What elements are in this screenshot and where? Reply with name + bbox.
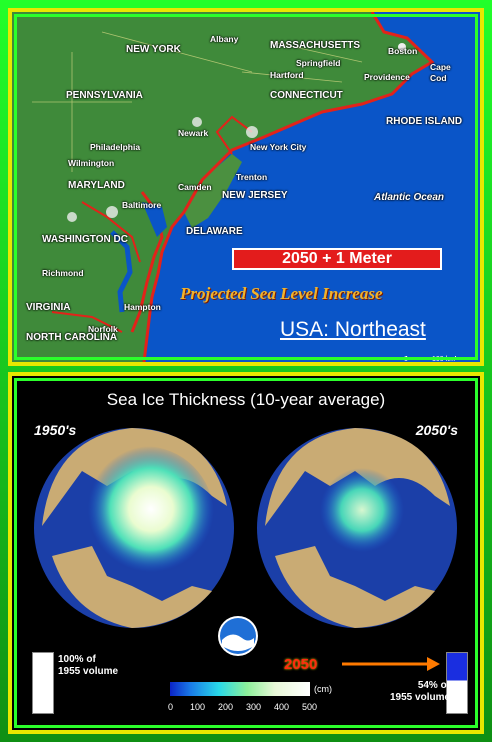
arrow-head bbox=[427, 657, 440, 671]
map-graphic bbox=[12, 12, 480, 362]
label-atlantic-ocean: Atlantic Ocean bbox=[374, 192, 445, 203]
label-new-york: NEW YORK bbox=[126, 44, 181, 55]
label-wilmington: Wilmington bbox=[68, 158, 115, 168]
label-delaware: DELAWARE bbox=[186, 226, 243, 237]
label-boston: Boston bbox=[388, 46, 418, 56]
label-hampton: Hampton bbox=[124, 302, 161, 312]
label-north-carolina: NORTH CAROLINA bbox=[26, 332, 118, 343]
sea-level-subtitle: Projected Sea Level Increase bbox=[180, 284, 383, 303]
right-volume-label: 54% of 1955 volume bbox=[390, 680, 451, 703]
sea-level-map-panel: NEW YORK Albany MASSACHUSETTS Boston Spr… bbox=[8, 8, 484, 366]
label-camden: Camden bbox=[178, 182, 212, 192]
label-newark: Newark bbox=[178, 128, 209, 138]
sea-ice-panel: Sea Ice Thickness (10-year average) 1950… bbox=[8, 372, 484, 734]
label-philadelphia: Philadelphia bbox=[90, 142, 141, 152]
sea-level-headline: 2050 + 1 Meter bbox=[232, 248, 442, 270]
right-globe bbox=[257, 428, 457, 628]
label-norfolk: Norfolk bbox=[88, 324, 118, 334]
colorbar-tick-100: 100 bbox=[190, 702, 206, 712]
year-2050: 2050 bbox=[284, 656, 318, 673]
label-baltimore: Baltimore bbox=[122, 200, 162, 210]
colorbar-tick-500: 500 bbox=[302, 702, 318, 712]
label-new-jersey: NEW JERSEY bbox=[222, 190, 288, 201]
right-volume-swatch bbox=[446, 652, 468, 714]
label-virginia: VIRGINIA bbox=[26, 302, 71, 313]
left-globe bbox=[34, 428, 234, 628]
label-providence: Providence bbox=[364, 72, 410, 82]
left-volume-label: 100% of 1955 volume bbox=[58, 654, 119, 677]
label-maryland: MARYLAND bbox=[68, 180, 125, 191]
label-trenton: Trenton bbox=[236, 172, 268, 182]
label-rhode-island: RHODE ISLAND bbox=[386, 116, 463, 127]
noaa-logo-icon bbox=[220, 618, 256, 654]
label-massachusetts: MASSACHUSETTS bbox=[270, 40, 361, 51]
label-albany: Albany bbox=[210, 34, 239, 44]
colorbar-tick-400: 400 bbox=[274, 702, 290, 712]
label-richmond: Richmond bbox=[42, 268, 84, 278]
label-pennsylvania: PENNSYLVANIA bbox=[66, 90, 143, 101]
right-decade: 2050's bbox=[415, 422, 458, 438]
label-hartford: Hartford bbox=[270, 70, 304, 80]
ice-title: Sea Ice Thickness (10-year average) bbox=[106, 390, 386, 409]
label-springfield: Springfield bbox=[296, 58, 341, 68]
label-cape-cod: Cape Cod bbox=[430, 62, 451, 83]
colorbar bbox=[170, 682, 310, 696]
ice-globes bbox=[34, 428, 457, 671]
colorbar-tick-200: 200 bbox=[218, 702, 234, 712]
label-new-york-city: New York City bbox=[250, 142, 307, 152]
scale-distance: 100 km bbox=[432, 356, 455, 363]
colorbar-tick-300: 300 bbox=[246, 702, 262, 712]
left-decade: 1950's bbox=[34, 422, 77, 438]
region-title: USA: Northeast bbox=[280, 318, 426, 341]
left-volume-swatch bbox=[32, 652, 54, 714]
label-washington-dc: WASHINGTON DC bbox=[42, 234, 128, 245]
colorbar-tick-0: 0 bbox=[168, 702, 174, 712]
noaa-logo bbox=[218, 616, 258, 656]
scale-zero: 0 bbox=[404, 356, 408, 363]
colorbar-unit: (cm) bbox=[314, 684, 332, 694]
label-connecticut: CONNECTICUT bbox=[270, 90, 343, 101]
scale-bar: 0 100 km bbox=[400, 352, 460, 363]
